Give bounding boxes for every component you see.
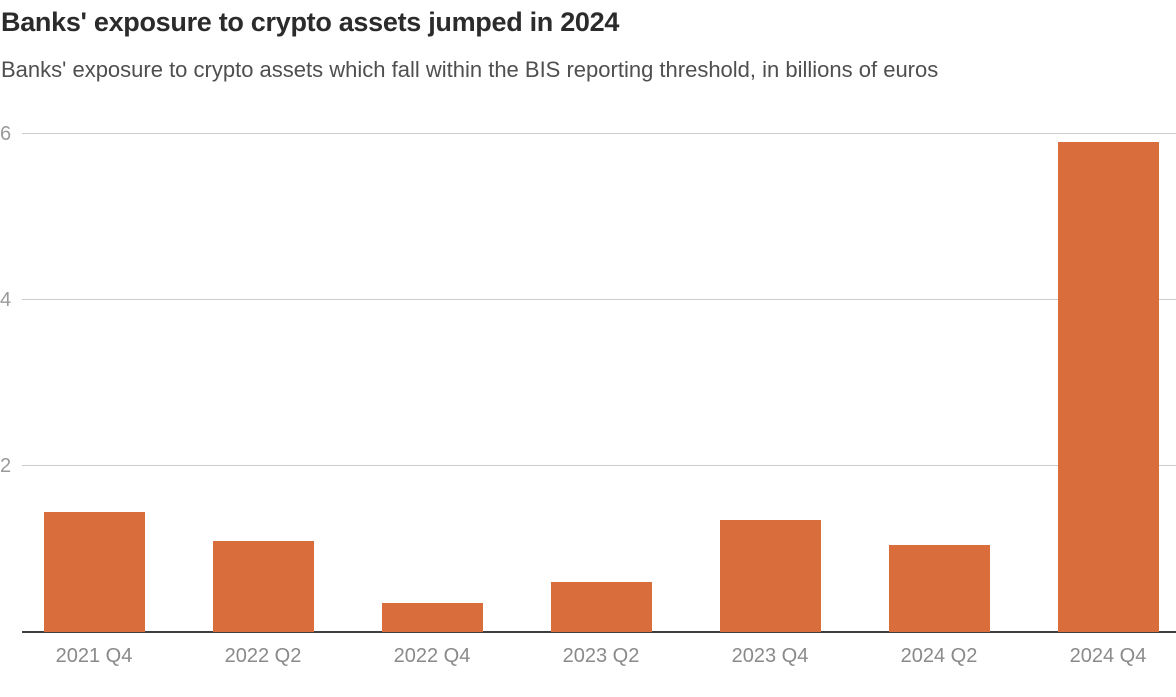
gridline-2 [22,465,1176,466]
bar-2023-q2 [550,582,652,632]
chart-subtitle: Banks' exposure to crypto assets which f… [1,57,939,82]
bar-2022-q2 [212,540,314,632]
gridline-6 [22,133,1176,134]
plot-area: 2 4 6 [0,118,1176,633]
gridline-4 [22,299,1176,300]
chart-title: Banks' exposure to crypto assets jumped … [1,7,620,37]
y-tick-label-4: 4 [0,289,12,311]
y-tick-label-6: 6 [0,123,12,145]
bar-2023-q4 [719,519,821,632]
bar-2024-q2 [888,544,990,632]
x-tick-label-2024-q2: 2024 Q2 [900,645,978,667]
x-tick-label-2022-q2: 2022 Q2 [224,645,302,667]
x-tick-label-2023-q4: 2023 Q4 [731,645,809,667]
x-tick-label-2024-q4: 2024 Q4 [1069,645,1147,667]
x-tick-label-2021-q4: 2021 Q4 [55,645,133,667]
bar-2024-q4 [1057,142,1159,632]
bar-2022-q4 [381,602,483,632]
bar-2021-q4 [43,511,145,632]
x-tick-label-2022-q4: 2022 Q4 [393,645,471,667]
x-tick-label-2023-q2: 2023 Q2 [562,645,640,667]
y-tick-label-2: 2 [0,455,12,477]
x-axis-line [22,631,1176,633]
